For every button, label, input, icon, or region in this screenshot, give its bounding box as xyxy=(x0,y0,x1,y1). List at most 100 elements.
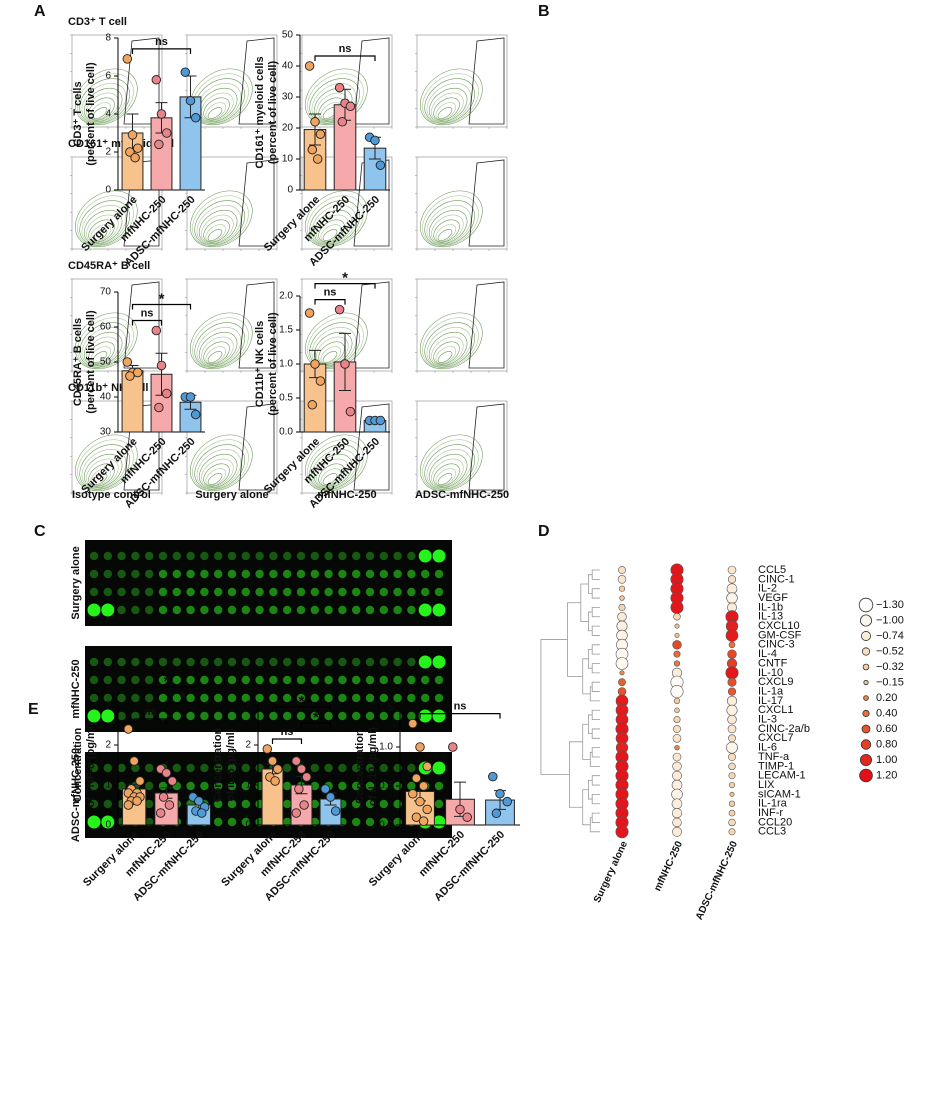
bubble xyxy=(673,725,681,733)
spot xyxy=(432,709,446,723)
legend-label: −1.30 xyxy=(876,599,904,611)
data-point xyxy=(415,796,425,807)
spot xyxy=(158,711,168,721)
data-point xyxy=(185,392,196,402)
spot xyxy=(227,817,237,827)
y-tick-label: 1.0 xyxy=(379,742,393,753)
spot xyxy=(379,693,388,703)
bubble xyxy=(674,707,680,713)
legend-label: 0.80 xyxy=(876,738,897,750)
row-label: VEGF xyxy=(758,592,788,604)
panel-letter: A xyxy=(34,3,46,20)
contour xyxy=(433,97,460,121)
spot xyxy=(241,711,250,721)
y-axis-label: Concentration xyxy=(72,727,84,802)
spot xyxy=(145,763,154,773)
y-tick-label: 1 xyxy=(245,780,251,791)
contour xyxy=(90,346,112,364)
spot xyxy=(89,675,99,685)
data-point xyxy=(270,776,280,786)
spot xyxy=(117,763,126,773)
contour xyxy=(90,102,112,120)
contour xyxy=(192,439,249,491)
spot xyxy=(421,693,430,703)
contour xyxy=(424,444,475,490)
spot xyxy=(255,551,264,561)
contour xyxy=(424,200,475,246)
data-point xyxy=(337,117,348,127)
bubble xyxy=(727,714,737,725)
y-tick-label: 0.0 xyxy=(379,820,393,831)
sample-label: Surgery alone xyxy=(70,546,82,619)
bubble xyxy=(617,575,627,584)
row-label: CCL5 xyxy=(758,564,786,576)
data-point xyxy=(123,800,134,810)
spot xyxy=(172,675,181,685)
contour xyxy=(190,434,253,492)
dendrogram-branch xyxy=(591,794,600,805)
bubble xyxy=(728,753,736,761)
panel-letter: E xyxy=(28,701,39,718)
legend-bubble xyxy=(861,647,871,656)
bubble xyxy=(616,620,628,632)
dendrogram-branch xyxy=(591,607,600,618)
data-point xyxy=(422,761,432,772)
spot xyxy=(352,763,361,773)
spot xyxy=(89,569,99,579)
y-axis-label: (percent of live cell) xyxy=(85,62,97,166)
spot xyxy=(407,781,416,791)
spot xyxy=(421,675,430,685)
bubble xyxy=(729,791,735,797)
gate xyxy=(468,37,505,125)
spot xyxy=(255,569,264,579)
significance-label: ns xyxy=(324,287,337,299)
data-point xyxy=(299,800,309,810)
y-tick-label: 8 xyxy=(105,33,111,44)
spot xyxy=(131,587,140,597)
legend-label: −0.32 xyxy=(876,661,904,673)
spot xyxy=(117,693,126,703)
data-point xyxy=(411,812,422,822)
dendrogram-branch xyxy=(588,779,593,800)
spot xyxy=(310,587,319,597)
spot xyxy=(365,657,375,667)
contour xyxy=(86,336,119,366)
y-tick-label: 40 xyxy=(282,61,294,72)
dendrogram-branch xyxy=(540,639,570,775)
data-point xyxy=(448,742,458,752)
data-point xyxy=(320,784,331,794)
panel-letter: C xyxy=(34,523,46,540)
contour xyxy=(79,200,130,246)
contour xyxy=(90,224,112,242)
contour xyxy=(86,214,119,244)
spot xyxy=(145,605,154,615)
row-label: CINC-1 xyxy=(758,573,795,585)
array-blot xyxy=(85,540,452,626)
spot xyxy=(407,763,416,773)
significance-bracket xyxy=(419,713,501,719)
spot xyxy=(296,675,306,685)
bubble xyxy=(671,779,683,791)
bubble xyxy=(618,585,626,592)
spot xyxy=(186,763,195,773)
row-label: IL-1ra xyxy=(758,798,788,810)
data-point xyxy=(161,128,172,138)
spot xyxy=(214,799,223,809)
spot xyxy=(310,569,319,579)
spot xyxy=(393,605,402,615)
dendrogram-branch xyxy=(582,658,591,695)
spot xyxy=(296,569,306,579)
spot xyxy=(269,657,278,667)
spot xyxy=(418,655,432,669)
data-point xyxy=(455,804,465,815)
data-point xyxy=(185,95,196,106)
contour xyxy=(322,229,338,241)
dendrogram-branch xyxy=(588,649,593,669)
data-point xyxy=(130,152,140,163)
dendrogram-branch xyxy=(589,751,600,767)
contour xyxy=(201,214,234,244)
spot xyxy=(131,693,140,703)
plot-frame xyxy=(71,400,163,494)
significance-label: * xyxy=(342,270,348,287)
contour xyxy=(320,346,342,364)
